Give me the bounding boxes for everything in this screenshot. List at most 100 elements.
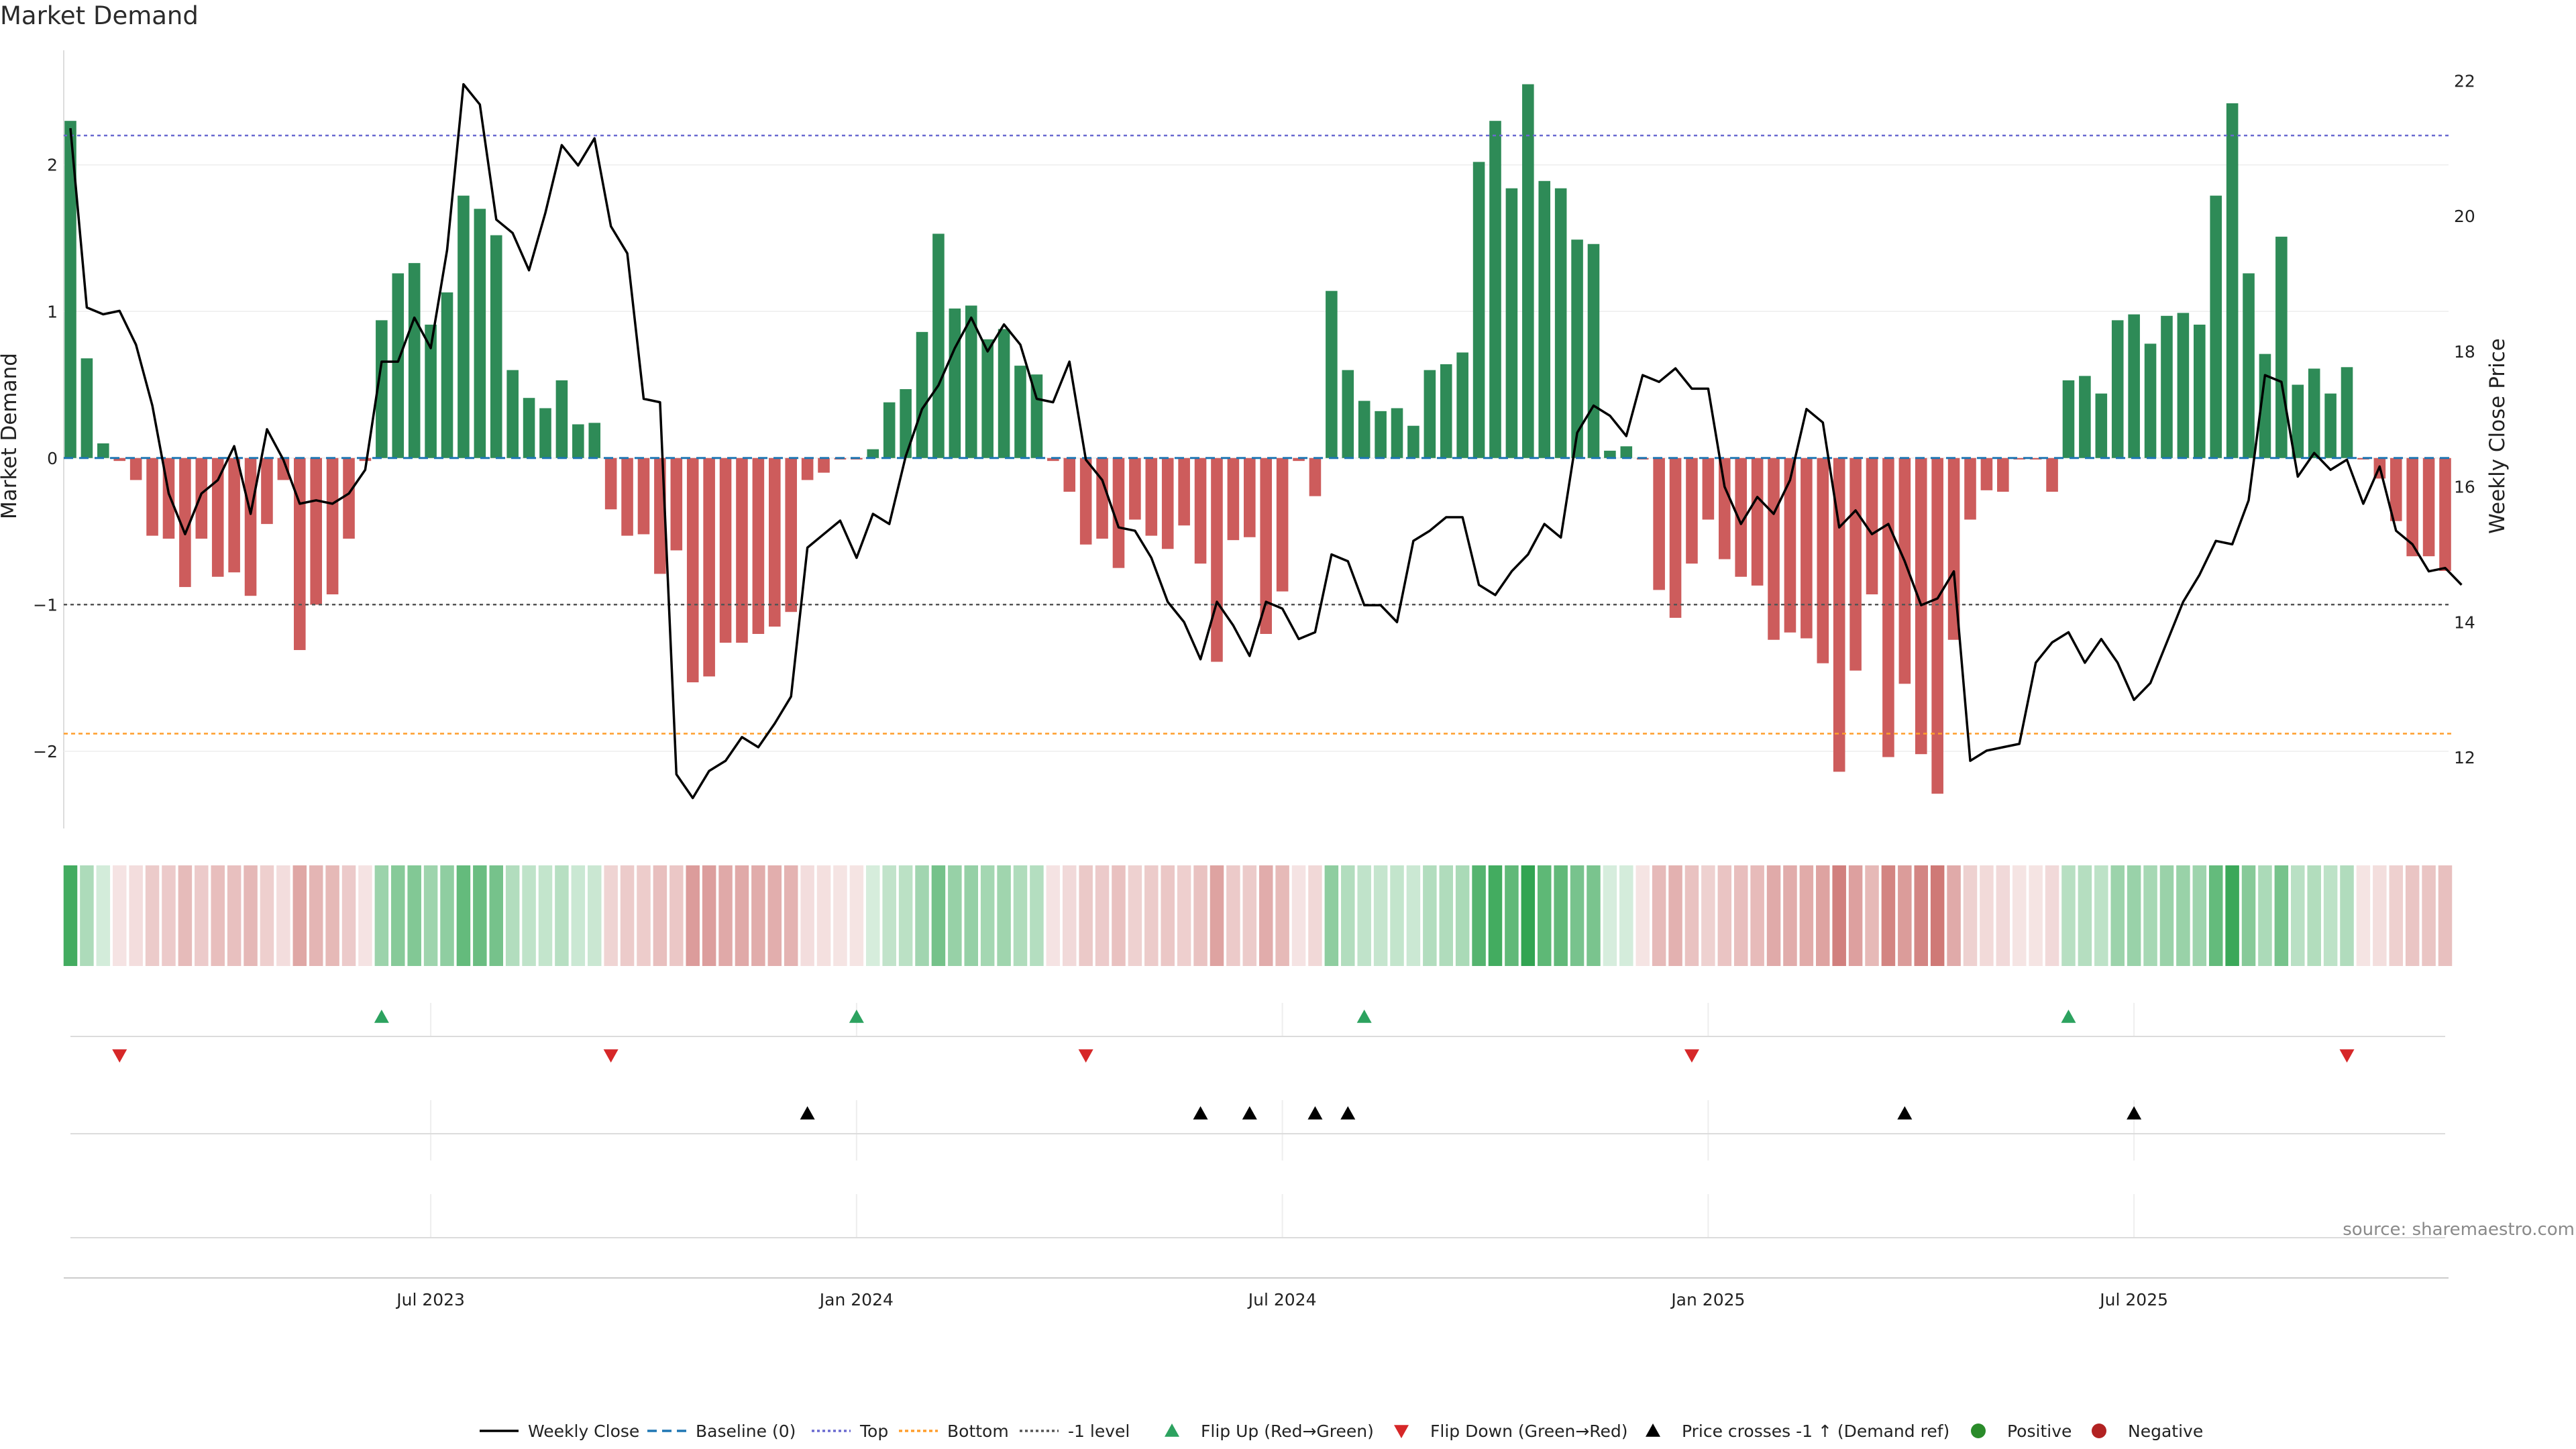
- demand-bar: [1964, 458, 1976, 520]
- heat-cell: [1505, 865, 1519, 966]
- demand-bar: [64, 121, 76, 458]
- right-tick-label: 20: [2454, 207, 2475, 226]
- heat-cell: [1062, 865, 1077, 966]
- heat-cell: [2176, 865, 2190, 966]
- flip-up-marker: [1356, 1010, 1372, 1023]
- demand-bar: [211, 458, 224, 577]
- demand-bar: [261, 458, 273, 525]
- heat-cell: [1652, 865, 1666, 966]
- demand-bar: [1980, 458, 1993, 490]
- demand-bar: [1653, 458, 1665, 590]
- heat-cell: [1701, 865, 1715, 966]
- demand-bar: [1014, 366, 1026, 458]
- demand-bar: [1161, 458, 1174, 549]
- x-tick-label: Jul 2024: [1247, 1290, 1317, 1309]
- price-cross-marker: [2127, 1106, 2142, 1120]
- heat-cell: [1258, 865, 1273, 966]
- demand-bar: [2226, 103, 2239, 458]
- heat-cell: [2029, 865, 2043, 966]
- demand-bar: [883, 402, 896, 458]
- demand-bar: [113, 458, 126, 462]
- heat-cell: [1587, 865, 1601, 966]
- heat-cell: [2012, 865, 2027, 966]
- demand-bar: [392, 273, 405, 458]
- heat-cell: [2127, 865, 2141, 966]
- heat-cell: [145, 865, 160, 966]
- heat-cell: [2110, 865, 2125, 966]
- demand-bar: [1587, 244, 1600, 458]
- legend-swatch: [1646, 1424, 1660, 1437]
- heat-cell: [2143, 865, 2157, 966]
- heat-cell: [1635, 865, 1650, 966]
- demand-bar: [752, 458, 765, 634]
- demand-bar: [1227, 458, 1240, 541]
- demand-bar: [801, 458, 814, 480]
- demand-bar: [1882, 458, 1894, 757]
- x-tick-label: Jan 2025: [1670, 1290, 1745, 1309]
- demand-bar: [310, 458, 322, 605]
- demand-bar: [2046, 458, 2058, 492]
- heat-cell: [63, 865, 78, 966]
- demand-bar: [1719, 458, 1731, 559]
- demand-bar: [458, 195, 470, 458]
- legend-label: Weekly Close: [528, 1421, 639, 1441]
- demand-bar: [2210, 195, 2222, 458]
- price-cross-marker: [1242, 1106, 1257, 1120]
- demand-bar: [376, 320, 388, 458]
- demand-bar: [2439, 458, 2451, 572]
- heat-cell: [833, 865, 847, 966]
- heat-cell: [2291, 865, 2305, 966]
- demand-bar: [1768, 458, 1780, 640]
- heat-cell: [2045, 865, 2059, 966]
- flip-down-marker: [1078, 1049, 1093, 1063]
- demand-bar: [1735, 458, 1747, 577]
- demand-bar: [359, 458, 372, 462]
- heat-cell: [800, 865, 814, 966]
- heat-cell: [964, 865, 979, 966]
- chart-title: Market Demand: [0, 1, 199, 30]
- heat-cell: [80, 865, 94, 966]
- demand-bar: [1030, 374, 1043, 458]
- demand-bar: [228, 458, 240, 573]
- left-tick-label: 2: [47, 156, 58, 175]
- heat-cell: [1930, 865, 1945, 966]
- demand-bar: [637, 458, 650, 535]
- demand-bar: [686, 458, 699, 683]
- heat-cell: [2159, 865, 2174, 966]
- heat-cell: [1406, 865, 1421, 966]
- heat-cell: [1717, 865, 1732, 966]
- heat-cell: [1341, 865, 1355, 966]
- heat-cell: [1144, 865, 1159, 966]
- right-tick-label: 16: [2454, 478, 2475, 497]
- heat-cell: [637, 865, 651, 966]
- heat-cell: [931, 865, 946, 966]
- heat-cell: [604, 865, 618, 966]
- demand-bar: [179, 458, 191, 588]
- demand-bar: [1456, 352, 1468, 458]
- demand-bar: [195, 458, 208, 539]
- heat-cell: [358, 865, 372, 966]
- heat-cell: [816, 865, 831, 966]
- demand-bar: [736, 458, 748, 643]
- demand-bar: [1898, 458, 1911, 684]
- heat-cell: [1947, 865, 1961, 966]
- heat-cell: [1357, 865, 1371, 966]
- demand-bar: [1424, 370, 1436, 458]
- left-tick-label: −1: [33, 595, 58, 614]
- heat-cell: [1193, 865, 1208, 966]
- demand-bar: [1079, 458, 1092, 545]
- demand-bar: [703, 458, 715, 677]
- price-cross-marker: [1897, 1106, 1913, 1120]
- x-tick-label: Jul 2023: [395, 1290, 465, 1309]
- heat-cell: [129, 865, 143, 966]
- heat-cell: [1881, 865, 1896, 966]
- heat-cell: [882, 865, 896, 966]
- demand-bar: [2144, 343, 2157, 458]
- heat-cell: [866, 865, 880, 966]
- flip-down-marker: [603, 1049, 619, 1063]
- demand-bar: [244, 458, 257, 596]
- demand-bar: [97, 443, 109, 458]
- heat-cell: [571, 865, 586, 966]
- legend-swatch: [1394, 1425, 1409, 1438]
- demand-bar: [1554, 188, 1567, 458]
